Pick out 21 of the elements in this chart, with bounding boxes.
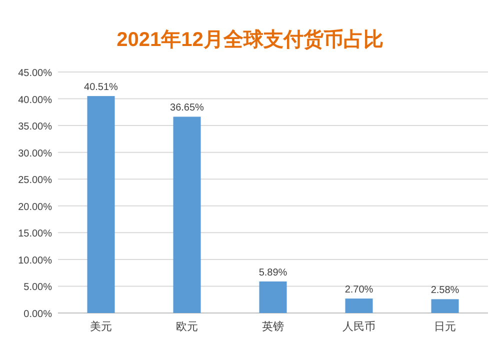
data-label: 2.70% [344, 284, 374, 296]
x-tick-label: 美元 [90, 320, 112, 333]
y-tick-label: 15.00% [18, 228, 52, 240]
y-tick-label: 10.00% [18, 255, 52, 266]
x-tick-label: 日元 [434, 321, 456, 333]
data-label: 40.51% [84, 82, 118, 94]
data-label: 36.65% [170, 102, 204, 114]
data-label: 5.89% [258, 267, 288, 278]
y-tick-label: 20.00% [18, 202, 52, 213]
y-tick-label: 40.00% [18, 94, 52, 106]
y-tick-label: 0.00% [24, 309, 52, 320]
y-tick-label: 30.00% [18, 148, 52, 160]
y-tick-label: 35.00% [18, 122, 52, 133]
x-tick-label: 人民币 [342, 320, 376, 333]
x-tick-label: 英镑 [262, 320, 284, 333]
y-tick-label: 25.00% [18, 175, 52, 186]
x-tick-label: 欧元 [176, 321, 198, 333]
y-tick-label: 45.00% [18, 68, 52, 79]
data-label: 2.58% [430, 285, 460, 296]
y-tick-label: 5.00% [24, 282, 52, 294]
title: 2021年12月全球支付货币占比 [116, 29, 384, 51]
